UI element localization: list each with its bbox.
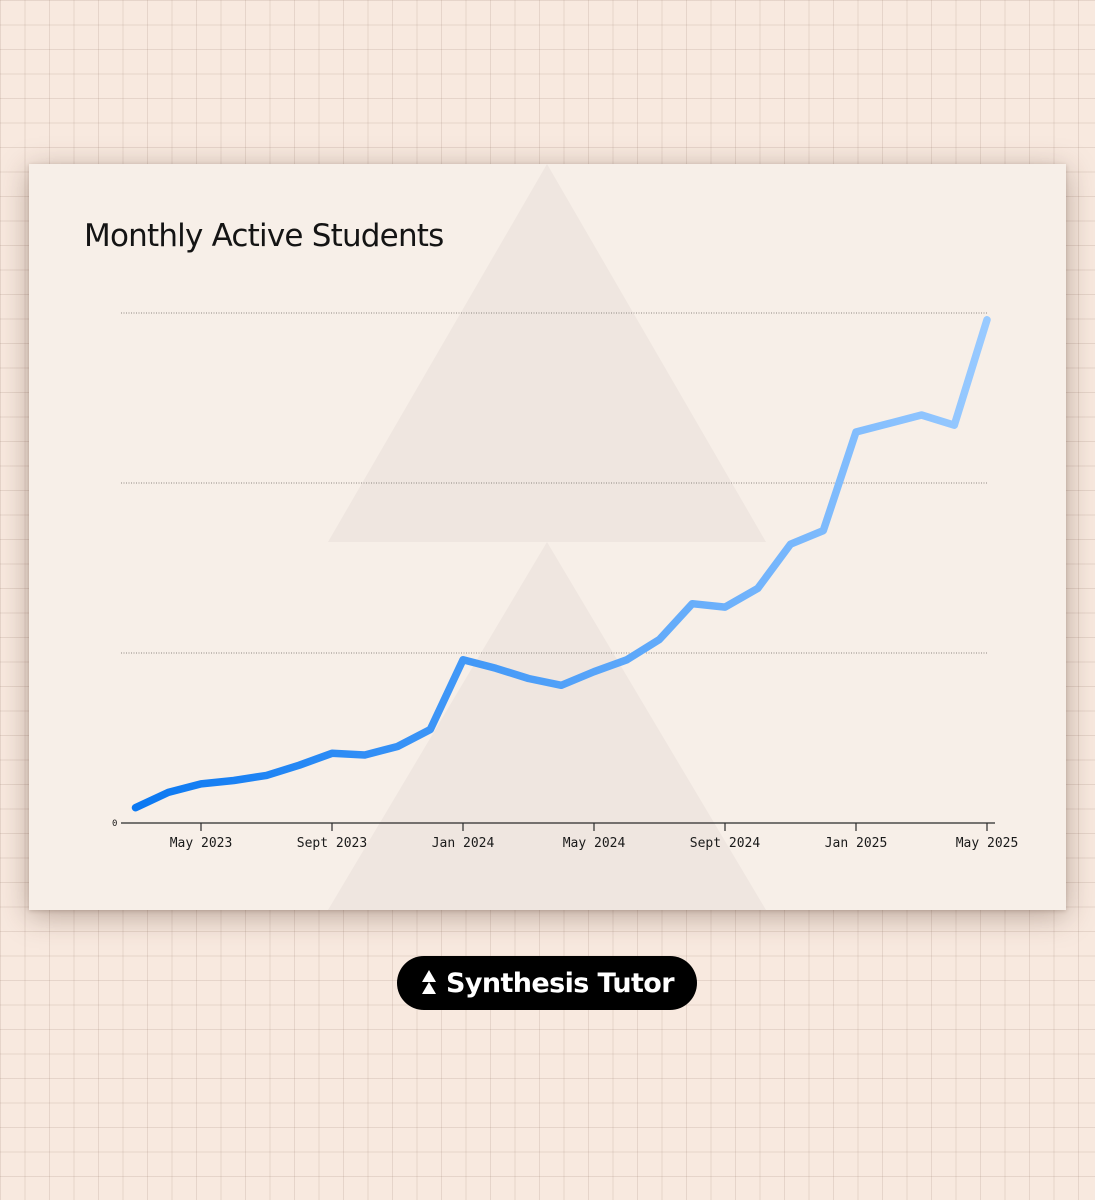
series-line (131, 316, 991, 812)
data-point-2024-01 (460, 657, 466, 663)
data-point-2024-11 (788, 541, 794, 547)
data-point-2024-08 (689, 601, 695, 607)
data-point-2024-04 (558, 682, 564, 688)
data-point-2023-09 (329, 750, 335, 756)
data-point-2023-12 (427, 727, 433, 733)
data-point-2024-12 (820, 528, 826, 534)
x-tick-label-7: May 2025 (956, 836, 1019, 851)
data-point-2023-07 (264, 772, 270, 778)
data-point-2023-04 (165, 789, 171, 795)
data-point-2024-02 (493, 665, 499, 671)
chart-card: Monthly Active Students 0 May 2023 Sept 2… (29, 164, 1066, 910)
data-point-2024-05 (591, 669, 597, 675)
data-point-2023-03 (133, 805, 139, 811)
data-point-2025-01 (853, 429, 859, 435)
data-point-2023-06 (231, 778, 237, 784)
line-chart: 0 May 2023 Sept 2023 Jan 2024 May 2024 Sept … (112, 312, 1019, 851)
x-tick-label-1: May 2023 (170, 836, 233, 851)
triangle-stack-icon (422, 970, 437, 994)
brand-name: Synthesis Tutor (446, 967, 675, 999)
data-point-2023-11 (395, 744, 401, 750)
data-point-2024-09 (722, 604, 728, 610)
chart-title: Monthly Active Students (84, 218, 444, 254)
data-point-2024-06 (624, 657, 630, 663)
x-tick-label-3: Jan 2024 (432, 836, 495, 851)
data-point-2025-04 (951, 422, 957, 428)
x-tick-label-4: May 2024 (563, 836, 626, 851)
data-point-2025-02 (886, 421, 892, 427)
data-point-2023-08 (296, 762, 302, 768)
data-point-2025-05 (984, 317, 990, 323)
data-point-2024-10 (755, 585, 761, 591)
x-tick-label-6: Jan 2025 (825, 836, 888, 851)
data-point-2023-10 (362, 752, 368, 758)
x-tick-label-5: Sept 2024 (690, 836, 761, 851)
background-triangles-decoration (328, 164, 766, 910)
brand-badge: Synthesis Tutor (397, 956, 697, 1010)
data-point-2025-03 (919, 412, 925, 418)
x-tick-label-2: Sept 2023 (297, 836, 367, 851)
data-point-2024-03 (526, 676, 532, 682)
y-axis-zero-label: 0 (112, 819, 117, 829)
data-point-2023-05 (198, 781, 204, 787)
data-point-2024-07 (657, 636, 663, 642)
